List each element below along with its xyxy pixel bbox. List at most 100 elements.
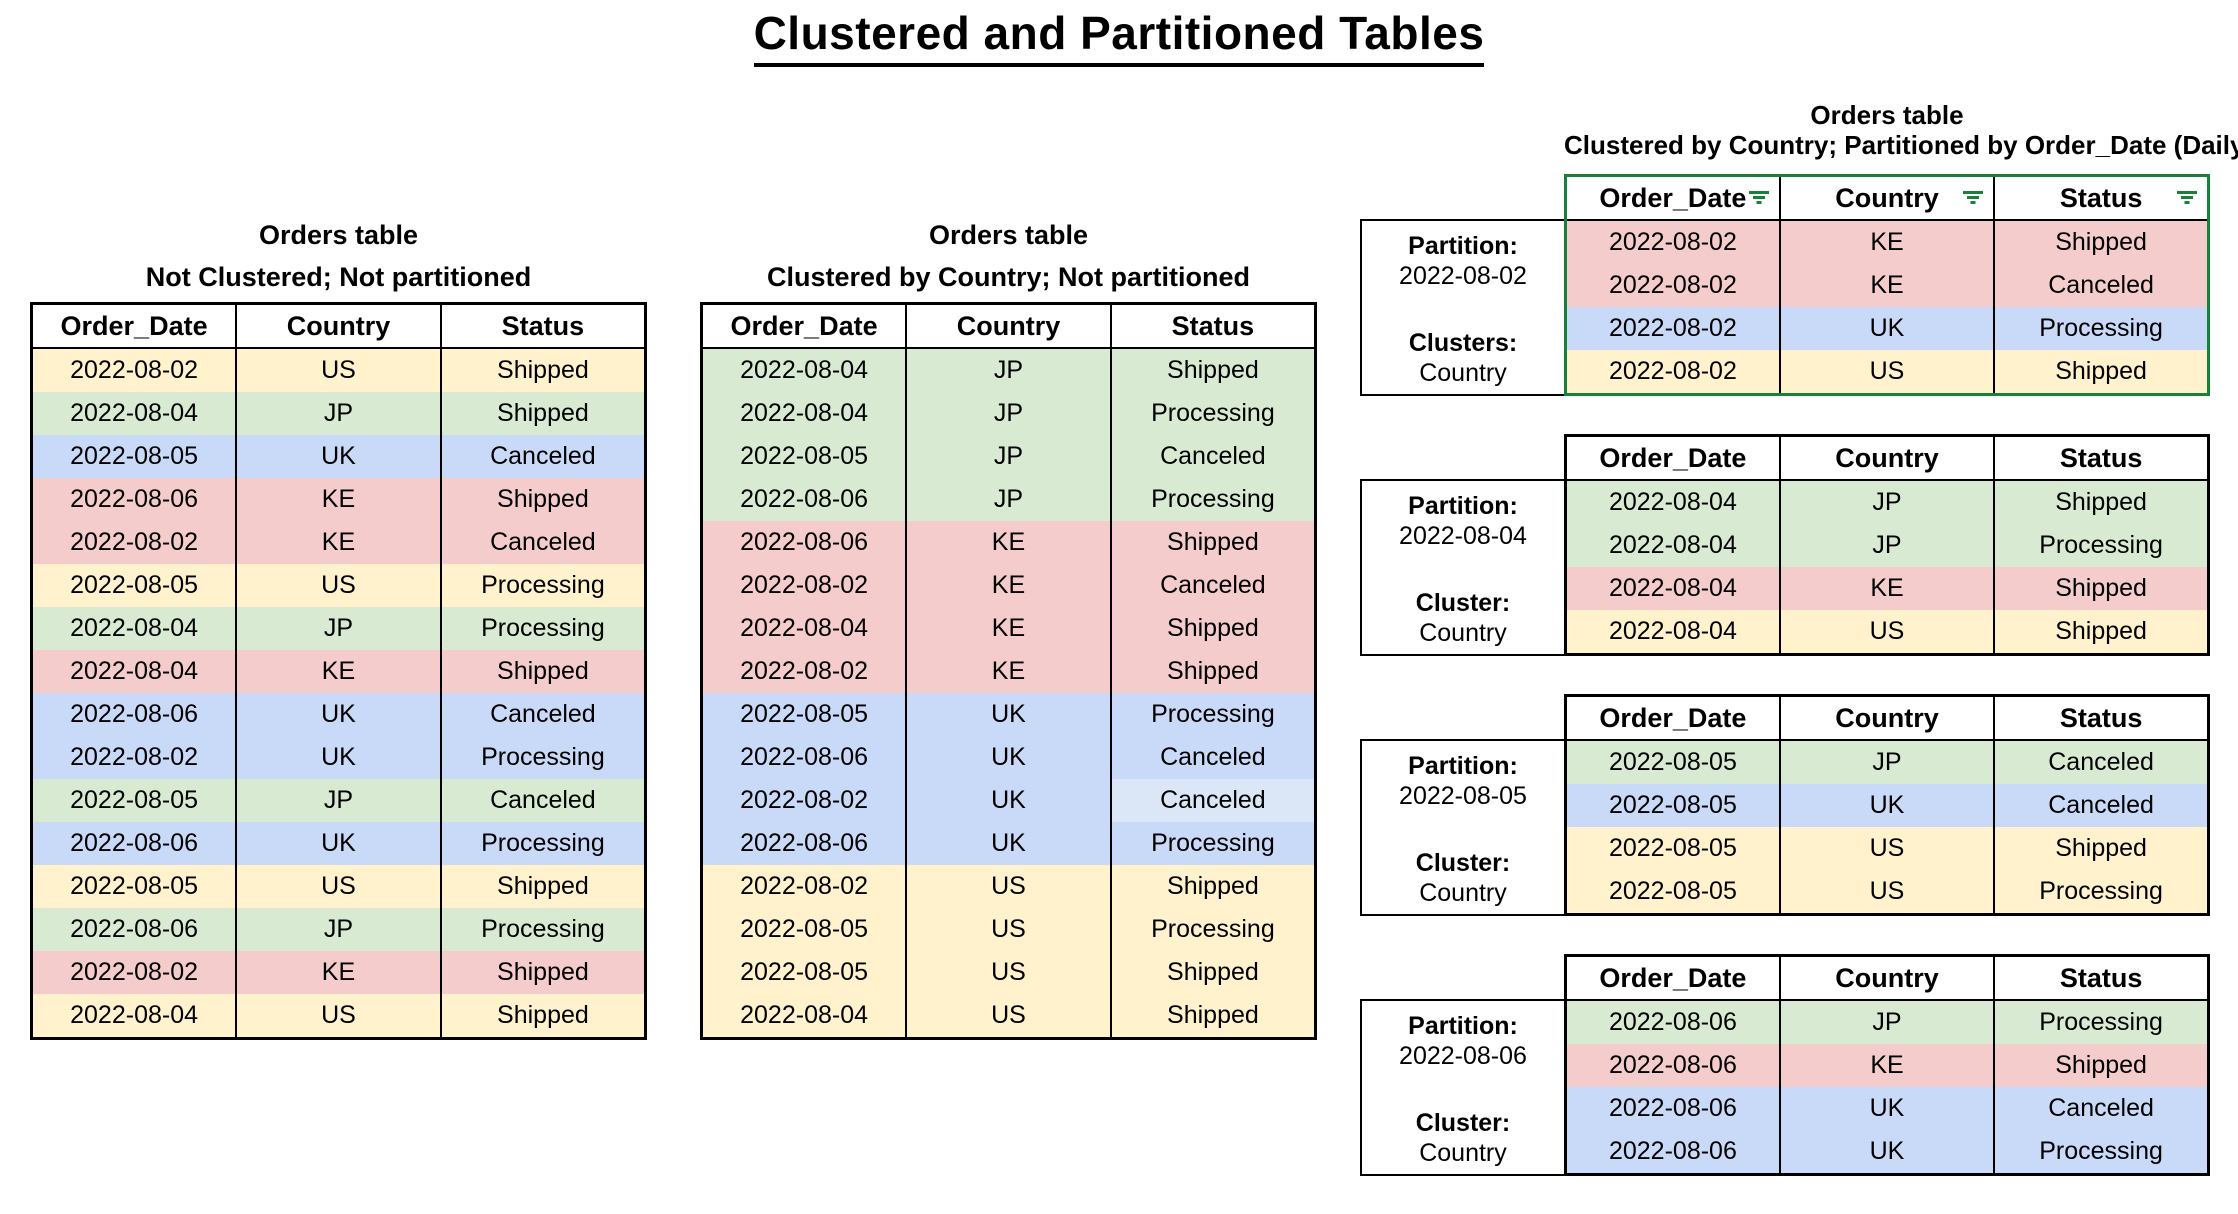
section-title: Orders table	[1810, 100, 1964, 130]
table-row: 2022-08-04 JP Shipped	[1565, 480, 2209, 524]
partition-label-cell: Partition: 2022-08-04 Cluster: Country	[1360, 479, 1564, 656]
country-cell: US	[1778, 350, 1995, 395]
order-date-cell: 2022-08-02	[701, 650, 907, 693]
status-cell: Shipped	[1109, 865, 1316, 908]
status-cell: Shipped	[1109, 994, 1316, 1039]
status-cell: Processing	[1109, 693, 1316, 736]
filter-icon	[1748, 191, 1769, 204]
order-date-cell: 2022-08-02	[31, 951, 237, 994]
header-row: Order_Date Country Status	[701, 303, 1316, 349]
order-date-cell: 2022-08-02	[1565, 307, 1780, 350]
country-cell: KE	[905, 607, 1111, 650]
country-cell: KE	[235, 650, 441, 693]
country-cell: UK	[235, 435, 441, 478]
column-header-label: Country	[1835, 182, 1939, 213]
table-title: Orders table	[928, 220, 1089, 250]
column-header-country: Country	[235, 303, 441, 349]
table-row: 2022-08-05 US Shipped	[701, 951, 1316, 994]
country-cell: KE	[235, 951, 441, 994]
column-header-label: Order_Date	[1599, 962, 1747, 993]
country-cell: US	[905, 951, 1111, 994]
partition-label-cell: Partition: 2022-08-02 Clusters: Country	[1360, 219, 1564, 396]
country-cell: US	[235, 564, 441, 607]
table-row: 2022-08-02 KE Shipped	[1565, 220, 2209, 264]
cluster-label: Cluster:	[1415, 589, 1511, 617]
table-row: 2022-08-06 KE Shipped	[1565, 1044, 2209, 1087]
status-cell: Shipped	[439, 650, 646, 693]
country-cell: JP	[1778, 480, 1995, 524]
order-date-cell: 2022-08-02	[31, 521, 237, 564]
table-row: 2022-08-02 KE Canceled	[31, 521, 646, 564]
status-cell: Processing	[439, 564, 646, 607]
section-headings: Orders table Clustered by Country; Parti…	[1564, 100, 2238, 160]
column-header-label: Country	[1835, 962, 1939, 993]
country-cell: UK	[1778, 1087, 1995, 1130]
status-cell: Shipped	[1993, 827, 2209, 870]
status-cell: Processing	[1109, 908, 1316, 951]
column-header-label: Country	[1835, 442, 1939, 473]
order-date-cell: 2022-08-02	[31, 736, 237, 779]
table-row: 2022-08-02 KE Shipped	[701, 650, 1316, 693]
column-header-status: Status	[1993, 435, 2209, 481]
status-cell: Processing	[439, 736, 646, 779]
status-cell: Canceled	[1109, 779, 1316, 822]
order-date-cell: 2022-08-06	[31, 822, 237, 865]
status-cell: Shipped	[1993, 220, 2209, 264]
table-row: 2022-08-02 US Shipped	[701, 865, 1316, 908]
status-cell: Processing	[1993, 870, 2209, 915]
header-row: Order_Date Country Status	[1565, 175, 2209, 221]
table-row: 2022-08-05 US Processing	[701, 908, 1316, 951]
status-cell: Shipped	[439, 865, 646, 908]
partition-data-table: Order_Date Country Status 2022-08-02 KE Shipp…	[1564, 174, 2210, 396]
column-header-label: Status	[2059, 702, 2143, 733]
country-cell: JP	[1778, 740, 1995, 784]
table-row: 2022-08-05 US Processing	[1565, 870, 2209, 915]
table-row: 2022-08-05 JP Canceled	[1565, 740, 2209, 784]
country-cell: KE	[905, 564, 1111, 607]
orders-table-left: Order_Date Country Status 2022-08-02 US Sh…	[30, 302, 647, 1040]
table-row: 2022-08-05 UK Canceled	[1565, 784, 2209, 827]
order-date-cell: 2022-08-05	[1565, 784, 1780, 827]
status-cell: Canceled	[1109, 435, 1316, 478]
page-title: Clustered and Partitioned Tables	[0, 6, 2238, 67]
status-cell: Shipped	[1109, 521, 1316, 564]
order-date-cell: 2022-08-04	[31, 994, 237, 1039]
status-cell: Shipped	[439, 478, 646, 521]
cluster-label: Clusters:	[1408, 329, 1518, 357]
table-row: 2022-08-05 UK Processing	[701, 693, 1316, 736]
country-cell: UK	[235, 693, 441, 736]
column-header-order-date: Order_Date	[701, 303, 907, 349]
column-header-status: Status	[1109, 303, 1316, 349]
table-row: 2022-08-04 KE Shipped	[701, 607, 1316, 650]
partition-label: Partition:	[1408, 492, 1518, 520]
country-cell: US	[235, 865, 441, 908]
order-date-cell: 2022-08-06	[1565, 1000, 1780, 1044]
table-row: 2022-08-05 US Processing	[31, 564, 646, 607]
middle-table-body: 2022-08-04 JP Shipped 2022-08-04 JP Processin…	[701, 348, 1316, 1039]
column-header-label: Status	[2059, 182, 2143, 213]
country-cell: UK	[1778, 1130, 1995, 1175]
table-row: 2022-08-02 UK Processing	[31, 736, 646, 779]
order-date-cell: 2022-08-04	[701, 607, 907, 650]
middle-table-group: Orders table Clustered by Country; Not p…	[700, 214, 1317, 1040]
country-cell: US	[905, 994, 1111, 1039]
country-cell: KE	[235, 478, 441, 521]
table-row: 2022-08-05 UK Canceled	[31, 435, 646, 478]
country-cell: US	[1778, 827, 1995, 870]
table-subtitle: Clustered by Country; Not partitioned	[766, 262, 1250, 292]
order-date-cell: 2022-08-05	[31, 779, 237, 822]
table-row: 2022-08-05 JP Canceled	[31, 779, 646, 822]
left-table-body: 2022-08-02 US Shipped 2022-08-04 JP Shipped 20…	[31, 348, 646, 1039]
order-date-cell: 2022-08-06	[1565, 1130, 1780, 1175]
status-cell: Shipped	[1109, 650, 1316, 693]
country-cell: US	[235, 994, 441, 1039]
table-row: 2022-08-04 US Shipped	[701, 994, 1316, 1039]
cluster-value: Country	[1419, 1139, 1507, 1167]
table-row: 2022-08-06 KE Shipped	[31, 478, 646, 521]
table-row: 2022-08-06 UK Canceled	[31, 693, 646, 736]
country-cell: UK	[235, 822, 441, 865]
status-cell: Canceled	[1109, 736, 1316, 779]
country-cell: US	[905, 908, 1111, 951]
partition-value: 2022-08-06	[1399, 1042, 1527, 1070]
country-cell: JP	[1778, 1000, 1995, 1044]
